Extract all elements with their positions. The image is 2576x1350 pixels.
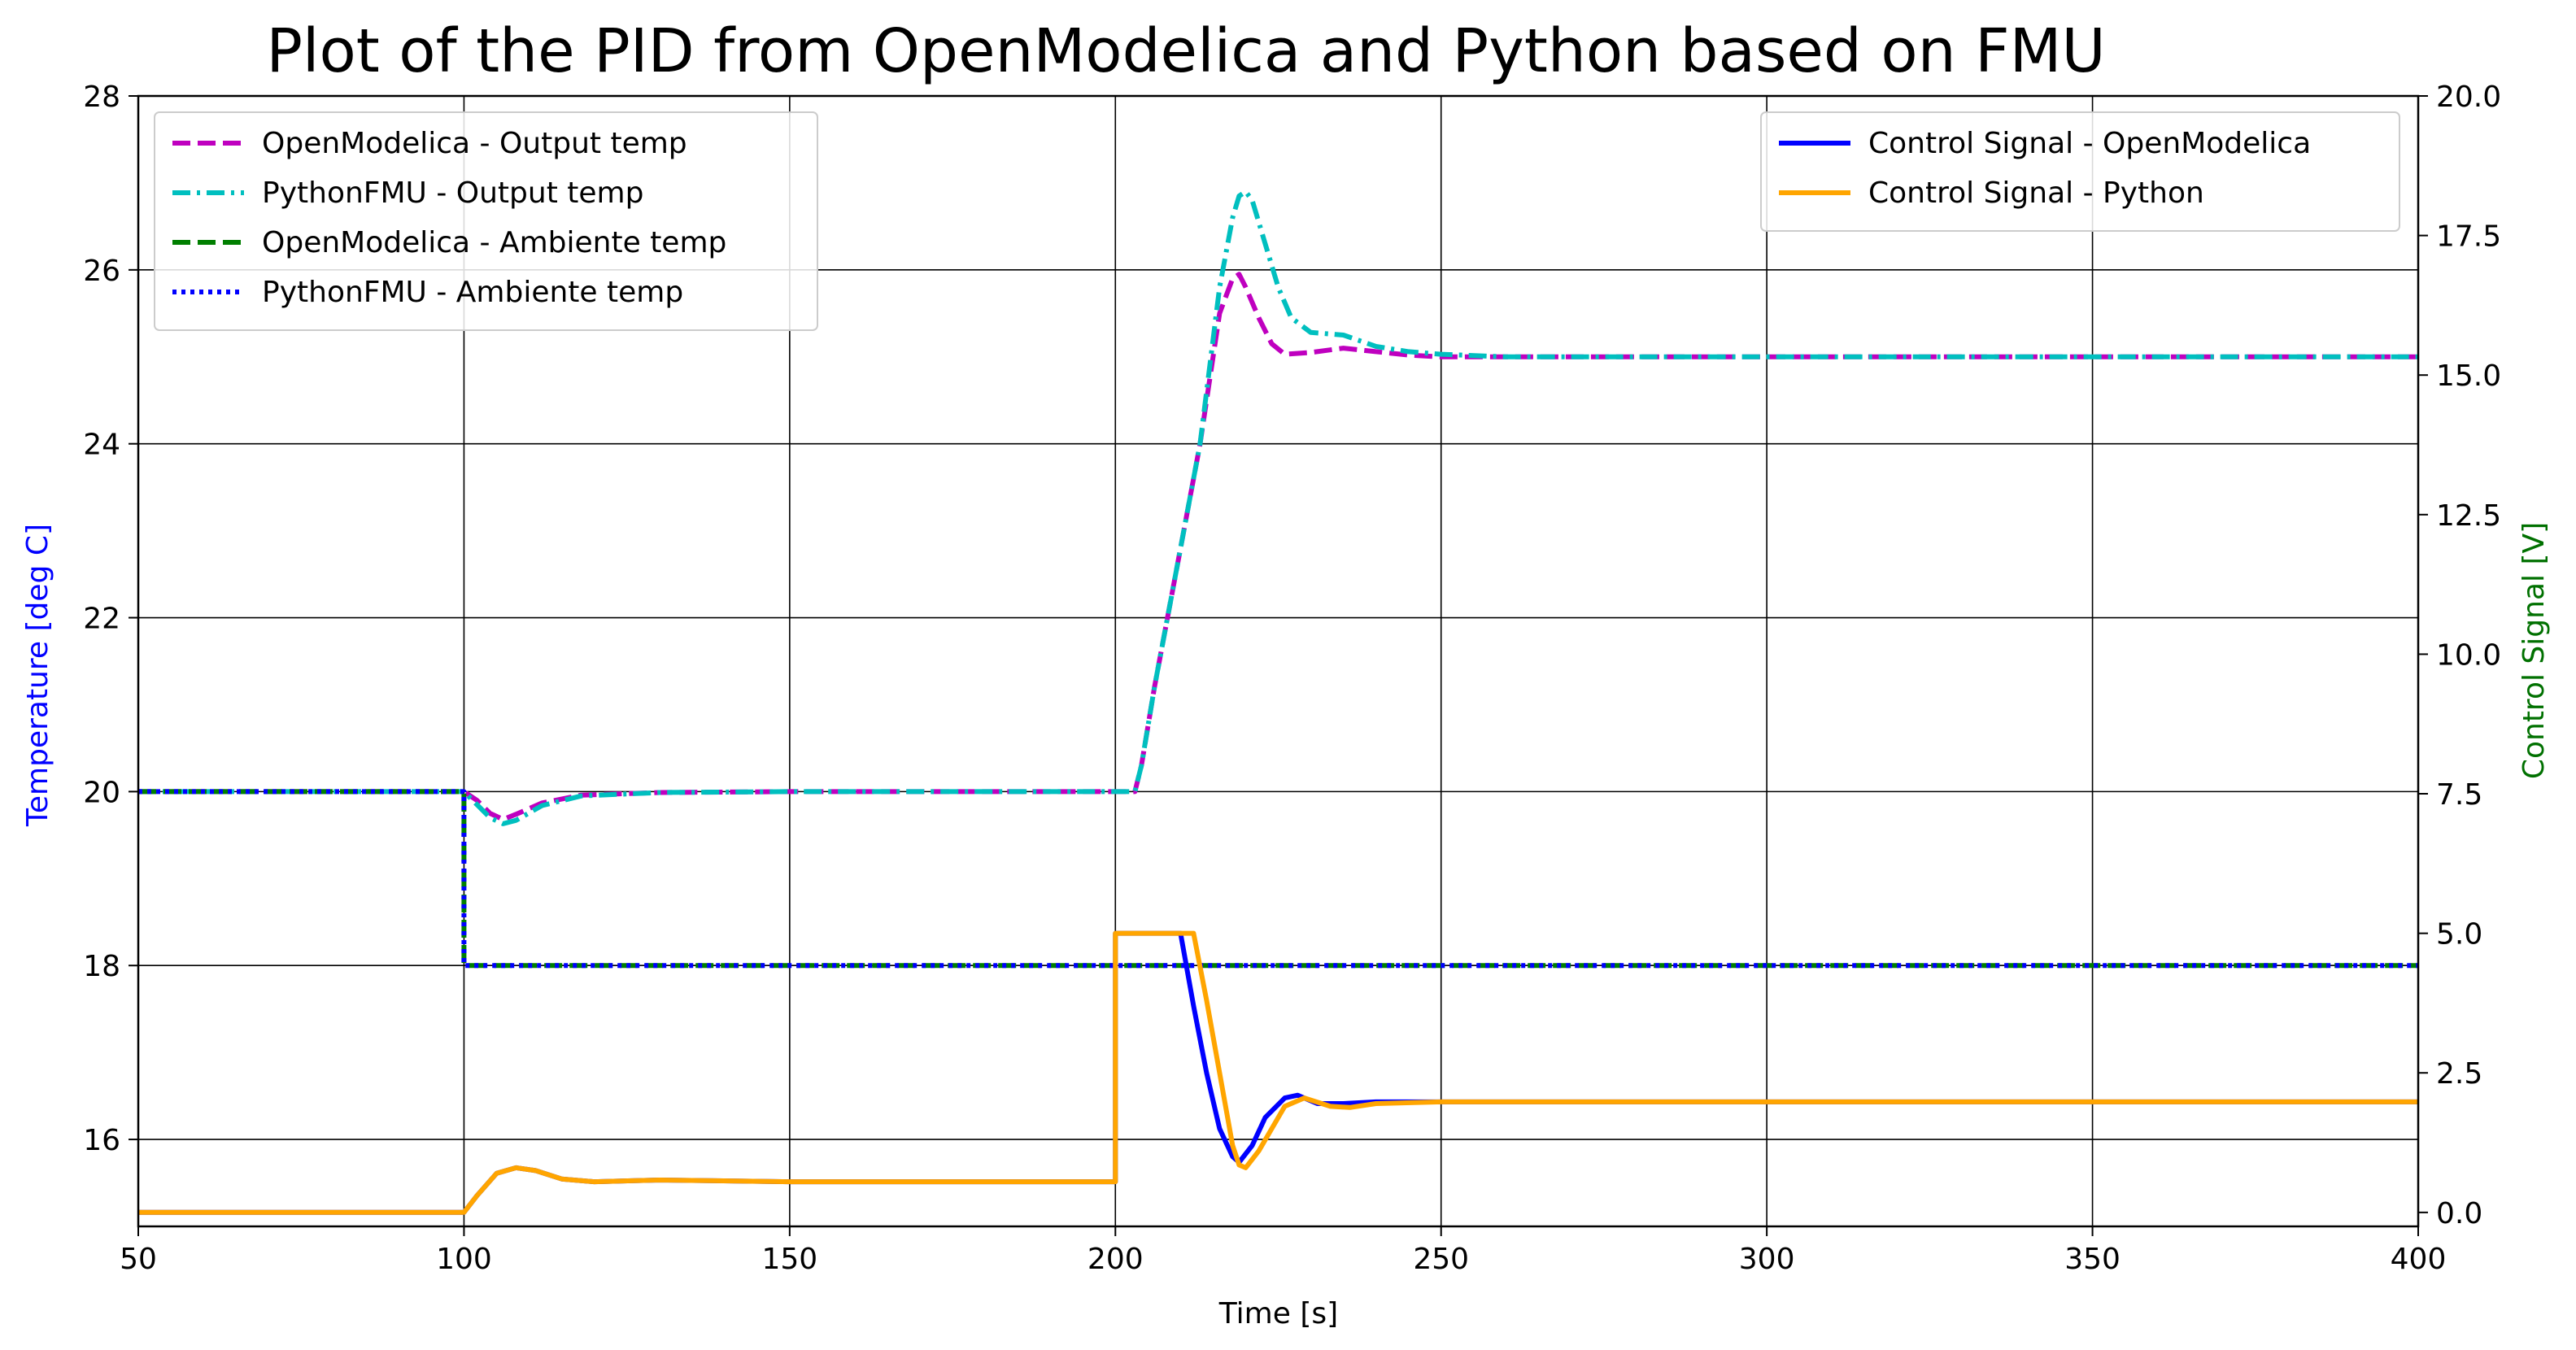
series-line-3 — [138, 789, 2418, 969]
legend-label: OpenModelica - Output temp — [262, 127, 687, 160]
y-left-tick-label: 16 — [83, 1124, 120, 1157]
y-left-axis-label: Temperature [deg C] — [21, 524, 54, 827]
y-left-axis-ticks: 16 18 20 22 24 26 28 — [83, 81, 138, 1157]
legend-label: Control Signal - Python — [1868, 176, 2204, 210]
y-right-tick-label: 12.5 — [2436, 499, 2501, 533]
x-tick-label: 100 — [436, 1243, 492, 1276]
series-line-0 — [138, 272, 2418, 822]
plot-frame — [137, 94, 2420, 1228]
x-tick-label: 400 — [2391, 1243, 2447, 1276]
y-right-axis-label: Control Signal [V] — [2517, 522, 2551, 779]
y-right-tick-label: 0.0 — [2436, 1197, 2482, 1230]
y-left-tick-label: 28 — [83, 81, 120, 114]
x-tick-label: 350 — [2064, 1243, 2121, 1276]
legend-left: OpenModelica - Output temp PythonFMU - Ou… — [154, 111, 818, 331]
y-left-tick-label: 22 — [83, 603, 120, 636]
x-tick-label: 200 — [1087, 1243, 1144, 1276]
legend-label: Control Signal - OpenModelica — [1868, 127, 2311, 160]
legend-label: PythonFMU - Ambiente temp — [262, 276, 683, 309]
x-tick-label: 250 — [1413, 1243, 1469, 1276]
x-tick-label: 300 — [1739, 1243, 1795, 1276]
y-right-tick-label: 10.0 — [2436, 638, 2501, 672]
y-left-tick-label: 26 — [83, 255, 120, 288]
y-left-tick-label: 24 — [83, 429, 120, 462]
x-axis-label: Time [s] — [1218, 1297, 1338, 1330]
series-layer — [138, 189, 2418, 1215]
x-tick-label: 150 — [761, 1243, 817, 1276]
y-right-tick-label: 7.5 — [2436, 778, 2482, 812]
y-right-axis-ticks: 0.0 2.5 5.0 7.5 10.0 12.5 15.0 17.5 20.0 — [2418, 81, 2501, 1230]
y-right-tick-label: 2.5 — [2436, 1057, 2482, 1091]
y-left-tick-label: 20 — [83, 776, 120, 809]
legend-right: Control Signal - OpenModelica Control Sig… — [1760, 111, 2400, 232]
series-line-1 — [138, 189, 2418, 826]
legend-box — [1760, 111, 2400, 232]
x-tick-label: 50 — [120, 1243, 157, 1276]
legend-label: OpenModelica - Ambiente temp — [262, 226, 726, 259]
chart-title: Plot of the PID from OpenModelica and Py… — [266, 16, 2105, 86]
series-line-5 — [138, 930, 2418, 1215]
y-left-tick-label: 18 — [83, 950, 120, 983]
y-right-tick-label: 20.0 — [2436, 81, 2501, 114]
legend-box — [154, 111, 818, 331]
y-right-tick-label: 17.5 — [2436, 220, 2501, 254]
y-right-tick-label: 15.0 — [2436, 359, 2501, 393]
legend-label: PythonFMU - Output temp — [262, 176, 643, 210]
y-right-tick-label: 5.0 — [2436, 918, 2482, 952]
x-axis-ticks: 50 100 150 200 250 300 350 400 — [120, 1226, 2446, 1276]
